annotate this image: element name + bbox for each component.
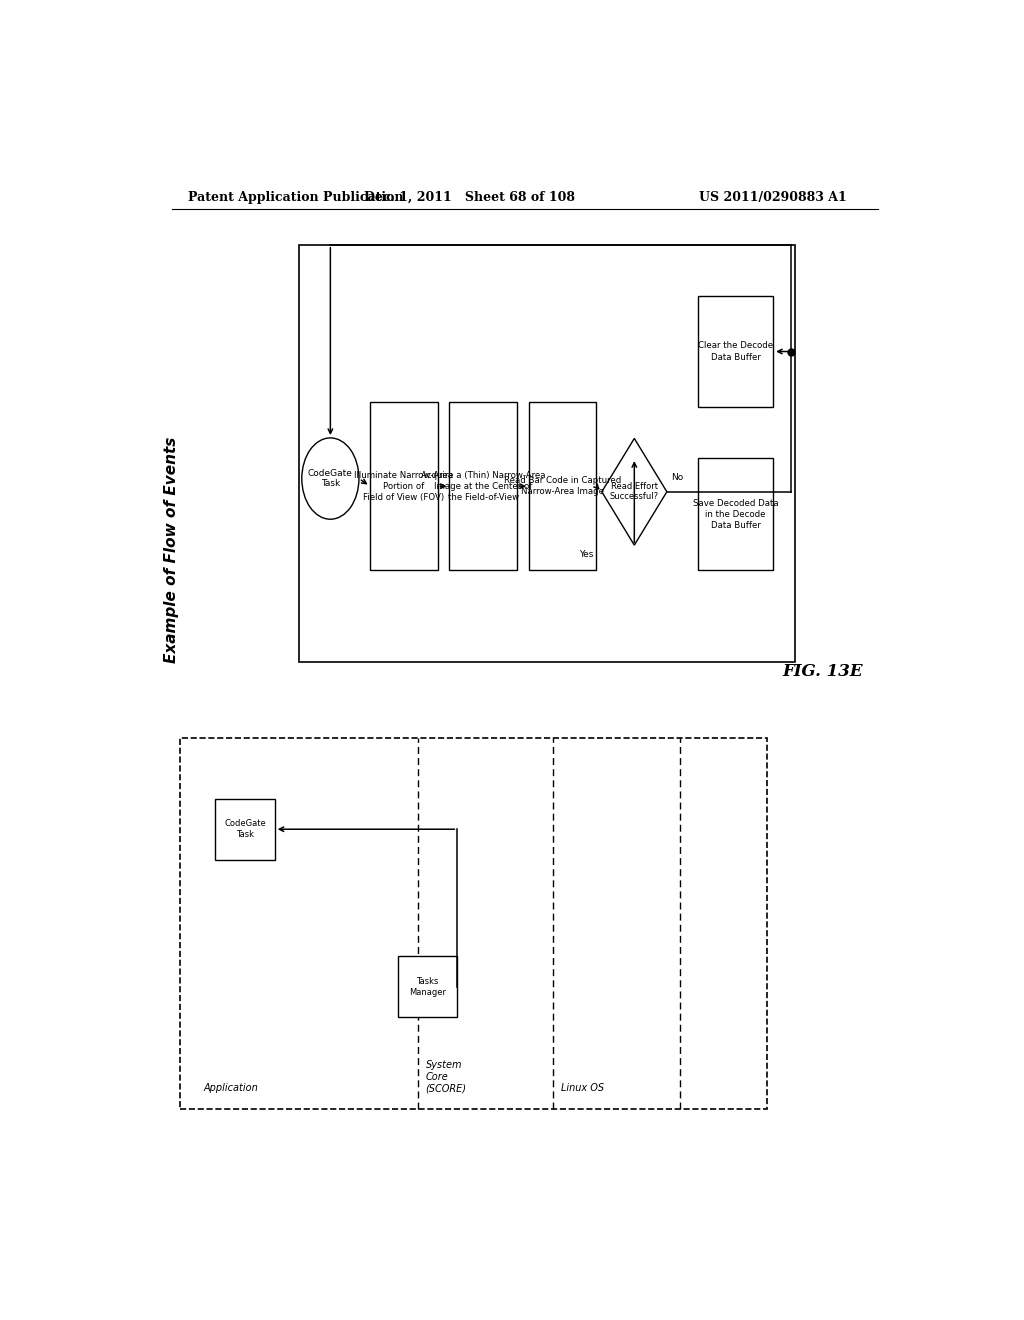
Text: Save Decoded Data
in the Decode
Data Buffer: Save Decoded Data in the Decode Data Buf…	[692, 499, 778, 529]
Text: Dec. 1, 2011   Sheet 68 of 108: Dec. 1, 2011 Sheet 68 of 108	[364, 190, 574, 203]
Text: Linux OS: Linux OS	[560, 1084, 603, 1093]
Text: Tasks
Manager: Tasks Manager	[409, 977, 446, 997]
Polygon shape	[602, 438, 667, 545]
Bar	[450, 403, 517, 570]
Text: Illuminate Narrow-Area
Portion of
Field of View (FOV): Illuminate Narrow-Area Portion of Field …	[354, 471, 454, 502]
Bar	[697, 296, 773, 408]
Bar	[215, 799, 274, 859]
Text: CodeGate
Task: CodeGate Task	[224, 820, 266, 840]
Text: Acquire a (Thin) Narrow-Area
Image at the Center of
the Field-of-View: Acquire a (Thin) Narrow-Area Image at th…	[421, 471, 546, 502]
Bar	[370, 403, 437, 570]
Text: Patent Application Publication: Patent Application Publication	[187, 190, 403, 203]
Text: Yes: Yes	[580, 550, 594, 560]
Bar	[179, 738, 767, 1109]
Text: Application: Application	[204, 1084, 258, 1093]
Text: System
Core
(SCORE): System Core (SCORE)	[426, 1060, 467, 1093]
Bar	[528, 403, 596, 570]
Text: CodeGate
Task: CodeGate Task	[308, 469, 353, 488]
Bar	[697, 458, 773, 570]
Text: Example of Flow of Events: Example of Flow of Events	[164, 437, 179, 663]
Text: FIG. 13E: FIG. 13E	[782, 663, 862, 680]
Text: US 2011/0290883 A1: US 2011/0290883 A1	[699, 190, 847, 203]
Text: No: No	[671, 473, 683, 482]
Bar	[397, 956, 458, 1018]
Bar	[299, 244, 795, 661]
Text: Read Effort
Successful?: Read Effort Successful?	[609, 482, 658, 502]
Text: Read Bar Code in Captured
Narrow-Area Image: Read Bar Code in Captured Narrow-Area Im…	[504, 477, 622, 496]
Text: Clear the Decode
Data Buffer: Clear the Decode Data Buffer	[698, 342, 773, 362]
Ellipse shape	[302, 438, 359, 519]
